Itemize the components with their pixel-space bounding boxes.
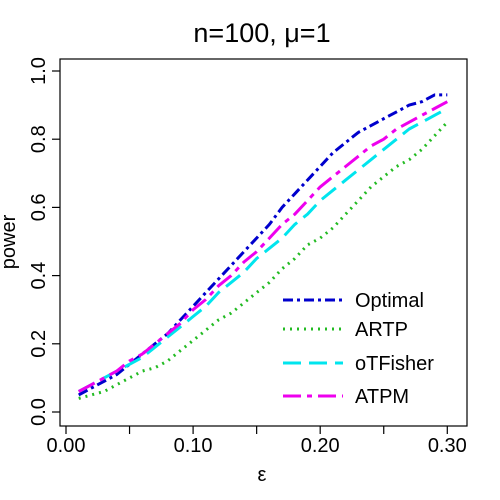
legend-label-atpm: ATPM [355, 386, 409, 408]
y-tick-label: 0.4 [28, 262, 50, 290]
y-tick-label: 0.0 [28, 398, 50, 426]
legend-label-optimal: Optimal [355, 290, 424, 312]
series-line-otfisher [77, 107, 449, 393]
series-line-artp [78, 121, 449, 400]
y-tick-label: 0.8 [28, 125, 50, 153]
x-tick-label: 0.10 [174, 435, 213, 457]
x-tick-label: 0.30 [428, 435, 467, 457]
x-tick-label: 0.00 [47, 435, 86, 457]
x-axis: 0.00 0.10 0.20 0.30 [47, 426, 467, 457]
y-axis-title: power [0, 214, 20, 269]
plot-frame [59, 58, 468, 427]
series-layer [77, 93, 449, 400]
x-tick-label: 0.20 [301, 435, 340, 457]
y-axis: 0.0 0.2 0.4 0.6 0.8 1.0 [28, 57, 60, 426]
series-line-atpm [77, 100, 449, 393]
y-tick-label: 0.6 [28, 193, 50, 221]
x-axis-title: ε [258, 464, 267, 486]
legend-label-artp: ARTP [355, 319, 408, 341]
y-tick-label: 0.2 [28, 330, 50, 358]
y-tick-label: 1.0 [28, 57, 50, 85]
legend-label-otfisher: oTFisher [355, 353, 434, 375]
legend: Optimal ARTP oTFisher ATPM [283, 290, 434, 408]
chart-title: n=100, μ=1 [193, 18, 330, 48]
